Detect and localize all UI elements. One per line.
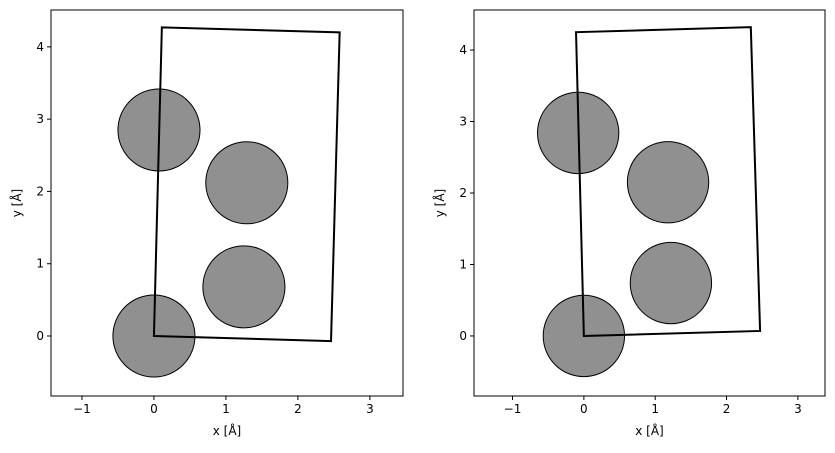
x-tick-label: 2: [723, 402, 731, 416]
y-tick-label: 3: [36, 112, 44, 126]
x-tick-label: 0: [150, 402, 158, 416]
x-tick-label: 3: [366, 402, 374, 416]
y-tick-label: 3: [459, 115, 467, 129]
y-tick-label: 4: [36, 40, 44, 54]
x-axis-label: x [Å]: [213, 423, 242, 438]
x-tick-label: 1: [651, 402, 659, 416]
atom: [202, 245, 286, 329]
plot-frame: [50, 9, 404, 397]
atom: [205, 141, 289, 225]
y-tick-label: 1: [459, 257, 467, 271]
x-tick-label: 0: [580, 402, 588, 416]
x-tick-label: 1: [222, 402, 230, 416]
plot-frame: [473, 9, 826, 397]
y-tick-label: 1: [36, 257, 44, 271]
x-tick-label: 2: [294, 402, 302, 416]
x-tick-label: −1: [73, 402, 91, 416]
atom: [629, 241, 713, 325]
y-axis-label: y [Å]: [9, 189, 24, 218]
x-tick-label: 3: [794, 402, 802, 416]
y-tick-label: 0: [459, 329, 467, 343]
y-tick-label: 2: [36, 184, 44, 198]
x-axis-label: x [Å]: [635, 423, 664, 438]
y-tick-label: 0: [36, 329, 44, 343]
y-tick-label: 4: [459, 43, 467, 57]
atom: [626, 141, 710, 224]
unit-cell: [574, 26, 762, 337]
x-tick-label: −1: [504, 402, 522, 416]
unit-cell: [152, 26, 341, 343]
y-axis-label: y [Å]: [432, 189, 447, 218]
y-tick-label: 2: [459, 186, 467, 200]
